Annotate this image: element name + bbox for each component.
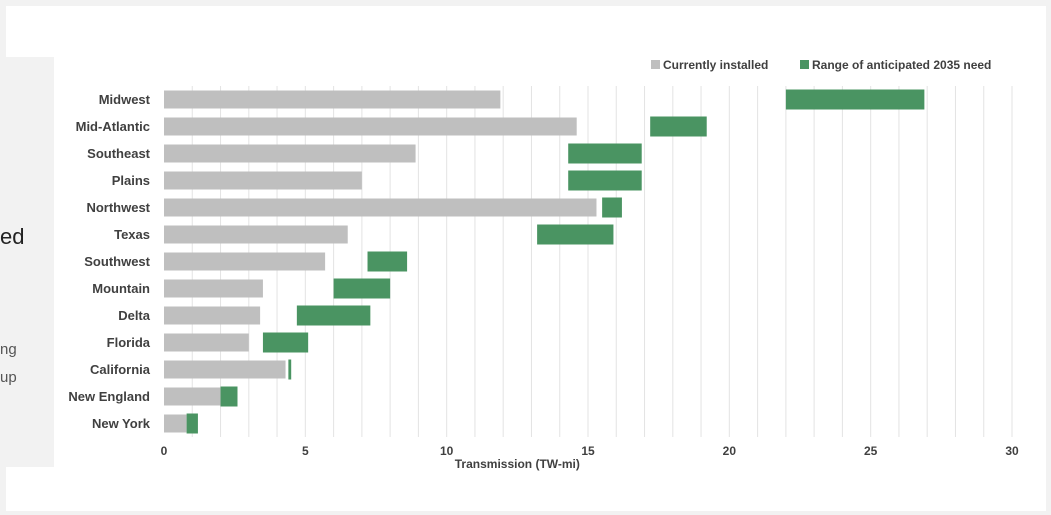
bar-currently-installed <box>164 306 261 325</box>
x-tick-label: 5 <box>302 444 309 458</box>
category-label: Midwest <box>99 92 151 107</box>
bar-anticipated-range <box>367 251 408 272</box>
x-axis-ticks: 0 5 10 15 20 25 30 <box>161 444 1019 458</box>
category-label: New England <box>68 389 150 404</box>
bar-currently-installed <box>164 360 286 379</box>
bar-currently-installed <box>164 252 326 271</box>
category-label: Southeast <box>87 146 151 161</box>
x-tick-label: 25 <box>864 444 878 458</box>
bar-currently-installed <box>164 333 249 352</box>
side-text-fragment-3: up <box>0 369 17 386</box>
bar-anticipated-range <box>186 413 198 434</box>
side-panel: ed ng up <box>0 57 54 467</box>
bar-anticipated-range <box>568 170 642 191</box>
bar-anticipated-range <box>650 116 707 137</box>
category-label: Mid-Atlantic <box>76 119 150 134</box>
category-label: Florida <box>107 335 151 350</box>
category-label: Delta <box>118 308 151 323</box>
bar-anticipated-range <box>262 332 309 353</box>
bar-currently-installed <box>164 144 416 163</box>
bar-currently-installed <box>164 225 348 244</box>
category-labels: Midwest Mid-Atlantic Southeast Plains Northw… <box>68 92 150 431</box>
x-tick-label: 10 <box>440 444 454 458</box>
bar-anticipated-range <box>288 359 292 380</box>
category-label: Northwest <box>86 200 150 215</box>
side-text-fragment-2: ng <box>0 341 17 358</box>
bar-anticipated-range <box>537 224 614 245</box>
legend-entry: Currently installed <box>663 58 768 72</box>
side-text-fragment-1: ed <box>0 224 25 249</box>
bar-currently-installed <box>164 198 597 217</box>
x-tick-label: 30 <box>1005 444 1019 458</box>
bar-anticipated-range <box>785 89 925 110</box>
x-tick-label: 0 <box>161 444 168 458</box>
category-label: Southwest <box>84 254 150 269</box>
x-tick-label: 15 <box>581 444 595 458</box>
bar-currently-installed <box>164 387 221 406</box>
legend-swatch <box>800 60 809 69</box>
bar-anticipated-range <box>602 197 622 218</box>
legend: Currently installed Range of anticipated … <box>651 58 991 72</box>
category-label: Plains <box>112 173 150 188</box>
bar-currently-installed <box>164 117 577 136</box>
category-label: Mountain <box>92 281 150 296</box>
category-label: New York <box>92 416 151 431</box>
bar-currently-installed <box>164 171 362 190</box>
bar-anticipated-range <box>296 305 371 326</box>
legend-entry: Range of anticipated 2035 need <box>812 58 991 72</box>
bar-currently-installed <box>164 414 187 433</box>
bar-anticipated-range <box>333 278 391 299</box>
category-label: Texas <box>114 227 150 242</box>
bar-anticipated-range <box>220 386 238 407</box>
category-label: California <box>90 362 151 377</box>
bars <box>164 89 925 434</box>
bar-currently-installed <box>164 90 501 109</box>
x-axis-title: Transmission (TW-mi) <box>455 457 580 471</box>
bar-currently-installed <box>164 279 263 298</box>
x-tick-label: 20 <box>723 444 737 458</box>
bar-anticipated-range <box>568 143 642 164</box>
legend-swatch <box>651 60 660 69</box>
